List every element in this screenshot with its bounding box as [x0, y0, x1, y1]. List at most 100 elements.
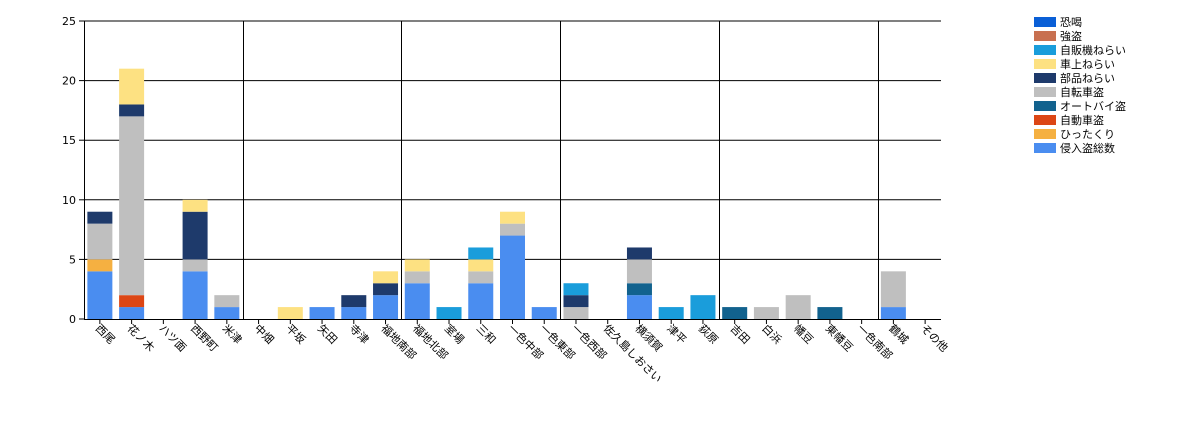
legend-swatch — [1034, 143, 1056, 153]
legend-item: 自販機ねらい — [1034, 43, 1126, 57]
x-tick-label: 白浜 — [759, 321, 784, 346]
bar-segment — [87, 211, 113, 224]
legend-item: 部品ねらい — [1034, 71, 1126, 85]
legend-label: 部品ねらい — [1060, 72, 1115, 85]
bar-segment — [626, 259, 652, 284]
x-tick-label: その他 — [918, 322, 951, 355]
y-tick-label: 25 — [62, 15, 76, 28]
bar-segment — [658, 307, 684, 319]
legend-swatch — [1034, 87, 1056, 97]
grid-lines — [84, 20, 941, 319]
bar-segment — [563, 307, 589, 319]
bar-segment — [182, 259, 208, 272]
bar-segment — [468, 283, 494, 319]
legend-swatch — [1034, 101, 1056, 111]
x-tick-label: 中畑 — [251, 322, 276, 347]
bar-segment — [119, 68, 145, 105]
y-axis-ticks: 0 5 10 15 20 25 — [62, 15, 84, 326]
x-tick-label: 矢田 — [315, 321, 340, 346]
legend-label: 侵入盗総数 — [1060, 142, 1115, 155]
bar-segment — [373, 295, 399, 319]
bar-segment — [690, 295, 716, 319]
legend-label: 自販機ねらい — [1060, 44, 1126, 57]
legend-label: 強盗 — [1060, 30, 1082, 43]
x-tick-label: ハツ面 — [156, 322, 189, 355]
bar-segment — [468, 247, 494, 260]
x-tick-label: 平坂 — [283, 322, 308, 347]
legend-item: 侵入盗総数 — [1034, 141, 1126, 155]
legend-label: ひったくり — [1060, 128, 1115, 141]
legend-item: 強盗 — [1034, 29, 1126, 43]
y-tick-label: 0 — [69, 313, 76, 326]
bar-segment — [500, 235, 525, 319]
legend-swatch — [1034, 17, 1056, 27]
bar-segment — [626, 295, 652, 319]
legend-label: 恐喝 — [1060, 16, 1082, 29]
legend-swatch — [1034, 45, 1056, 55]
legend-label: 自動車盗 — [1060, 114, 1104, 127]
x-tick-label: 鶴城 — [886, 321, 911, 346]
bar-segment — [373, 283, 399, 296]
bar-segment — [182, 271, 208, 319]
legend-label: 自転車盗 — [1060, 86, 1104, 99]
bar-segment — [404, 259, 430, 272]
x-tick-label: 幡豆 — [791, 321, 816, 346]
y-tick-label: 10 — [62, 194, 76, 207]
bar-segment — [880, 271, 906, 308]
bar-segment — [277, 307, 303, 319]
bar-segment — [373, 271, 399, 284]
y-tick-label: 20 — [62, 75, 76, 88]
bar-segment — [785, 295, 811, 319]
bar-segment — [817, 307, 843, 319]
bar-segment — [119, 104, 145, 117]
bar-segment — [214, 307, 240, 319]
bar-segment — [309, 307, 335, 319]
legend-item: オートバイ盗 — [1034, 99, 1126, 113]
bar-segment — [500, 211, 525, 224]
bar-segment — [119, 295, 145, 308]
legend-label: オートバイ盗 — [1060, 100, 1126, 113]
bar-segment — [119, 116, 145, 296]
legend-swatch — [1034, 129, 1056, 139]
legend-swatch — [1034, 59, 1056, 69]
x-tick-label: 東幡豆 — [823, 321, 856, 354]
bars-layer — [87, 68, 906, 319]
x-tick-label: 室場 — [442, 321, 467, 346]
x-tick-label: 寺津 — [347, 322, 372, 347]
bar-segment — [722, 307, 748, 319]
legend-swatch — [1034, 115, 1056, 125]
bar-segment — [468, 259, 494, 272]
bar-segment — [182, 211, 208, 260]
bar-segment — [119, 307, 145, 319]
x-tick-label: 荻原 — [696, 322, 721, 347]
bar-segment — [626, 283, 652, 296]
x-tick-label: 西尾 — [93, 322, 118, 347]
legend: 恐喝 強盗 自販機ねらい 車上ねらい 部品ねらい 自転車盗 オートバイ盗 自動車盗 ひったくり侵… — [1034, 15, 1126, 155]
bar-segment — [341, 295, 367, 308]
legend-item: 恐喝 — [1034, 15, 1126, 29]
legend-item: 自転車盗 — [1034, 85, 1126, 99]
y-tick-label: 5 — [69, 253, 76, 266]
x-tick-label: 吉田 — [728, 322, 753, 347]
bar-segment — [404, 283, 430, 319]
x-tick-label: 米津 — [220, 322, 245, 347]
bar-segment — [468, 271, 494, 284]
legend-item: 自動車盗 — [1034, 113, 1126, 127]
bar-segment — [753, 307, 779, 319]
legend-item: 車上ねらい — [1034, 57, 1126, 71]
bar-segment — [531, 307, 557, 319]
bar-segment — [626, 247, 652, 260]
bar-segment — [436, 307, 462, 319]
bar-segment — [214, 295, 240, 308]
x-tick-label: 花ノ木 — [124, 322, 157, 355]
bar-segment — [563, 283, 589, 296]
bar-segment — [87, 223, 113, 260]
legend-swatch — [1034, 73, 1056, 83]
bar-segment — [341, 307, 367, 319]
bar-segment — [87, 259, 113, 272]
bar-segment — [182, 199, 208, 212]
bar-segment — [563, 295, 589, 308]
bar-segment — [500, 223, 525, 236]
